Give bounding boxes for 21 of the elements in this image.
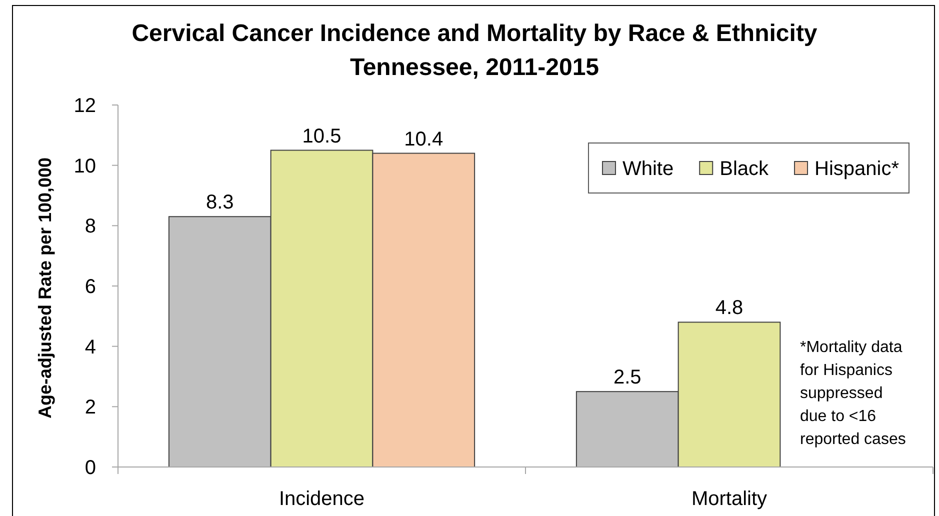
y-axis-title: Age-adjusted Rate per 100,000 — [35, 157, 55, 419]
y-tick-label: 0 — [84, 457, 96, 479]
x-tick-label: Incidence — [278, 488, 365, 510]
chart-title: Cervical Cancer Incidence and Mortality by Race & Ethnicity — [132, 20, 818, 47]
chart-subtitle: Tennessee, 2011-2015 — [350, 54, 600, 81]
y-tick-label: 10 — [74, 155, 96, 178]
y-tick-label: 12 — [74, 95, 96, 117]
y-tick-label: 4 — [84, 336, 96, 358]
data-label: 10.5 — [302, 125, 342, 148]
y-tick-label: 8 — [84, 216, 96, 238]
legend-label: White — [622, 158, 674, 180]
data-label: 2.5 — [613, 366, 642, 389]
legend-label: Hispanic* — [814, 158, 900, 180]
x-tick-label: Mortality — [691, 488, 768, 510]
legend-label: Black — [720, 158, 770, 180]
data-label: 8.3 — [206, 192, 234, 214]
data-label: 4.8 — [715, 297, 744, 320]
y-tick-label: 6 — [84, 276, 96, 298]
annotation: *Mortality data for Hispanics suppressed due to <16 reported cases — [800, 339, 906, 448]
y-tick-label: 2 — [84, 396, 96, 419]
data-label: 10.4 — [404, 128, 444, 150]
